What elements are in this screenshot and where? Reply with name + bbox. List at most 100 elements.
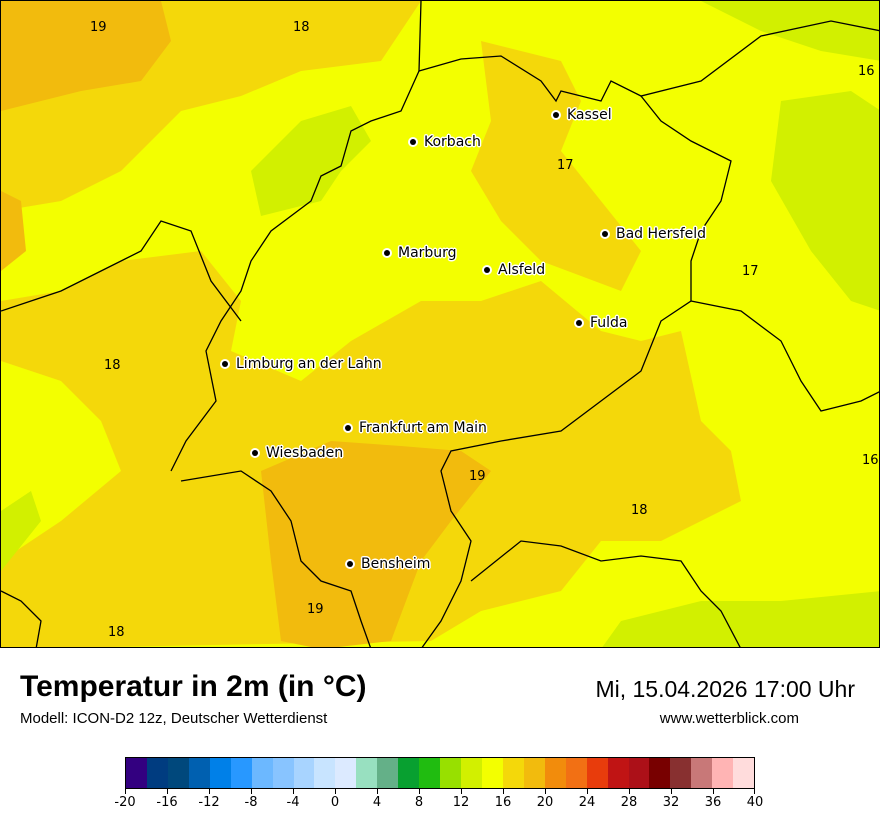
city-alsfeld: Alsfeld: [484, 262, 545, 278]
legend-tick: [251, 789, 252, 794]
border-south: [180, 470, 371, 647]
legend-tick: [335, 789, 336, 794]
city-korbach: Korbach: [410, 134, 481, 150]
legend-swatch: [126, 758, 147, 788]
legend-swatch: [293, 758, 315, 788]
legend-tick-label: 8: [414, 795, 424, 810]
region-18-20-north: [471, 41, 641, 291]
city-bensheim: Bensheim: [347, 556, 430, 572]
legend-swatch: [565, 758, 587, 788]
legend-tick-label: 20: [536, 795, 554, 810]
contour-label: 18: [104, 358, 121, 373]
legend-ticks: -20 -16 -12 -8 -4 0 4 8 12 16 20 24 28 32 36 40: [114, 789, 763, 819]
legend-tick: [629, 789, 630, 794]
legend-tick: [713, 789, 714, 794]
legend-swatch: [188, 758, 210, 788]
legend-swatch: [335, 758, 357, 788]
city-kassel: Kassel: [553, 107, 612, 123]
legend-swatch: [733, 758, 755, 788]
region-14-16-sauerland: [251, 106, 371, 216]
contour-label: 18: [293, 20, 310, 35]
border-north: [418, 1, 879, 103]
city-marburg: Marburg: [384, 245, 457, 261]
legend-swatch: [544, 758, 566, 788]
legend-tick: [545, 789, 546, 794]
legend-swatch: [377, 758, 399, 788]
border-east: [421, 95, 732, 647]
legend-tick: [587, 789, 588, 794]
legend-swatch: [461, 758, 482, 788]
border-sw-corner: [1, 590, 42, 647]
region-20-22-northwest: [1, 1, 171, 111]
region-14-16-west: [1, 491, 41, 571]
contour-label: 17: [742, 264, 759, 279]
legend-swatch: [209, 758, 231, 788]
contour-label: 16: [862, 453, 879, 468]
city-marker-icon: [484, 267, 490, 273]
temperature-field: [1, 1, 879, 647]
legend-tick: [503, 789, 504, 794]
legend-swatch: [440, 758, 461, 788]
legend-swatch: [502, 758, 524, 788]
legend-tick: [754, 789, 755, 794]
contour-label: 17: [557, 158, 574, 173]
legend-tick-label: 32: [662, 795, 680, 810]
legend-swatch: [607, 758, 629, 788]
legend-swatch: [167, 758, 189, 788]
legend-tick-label: 0: [330, 795, 340, 810]
legend-tick: [293, 789, 294, 794]
contour-label: 19: [307, 602, 324, 617]
legend-swatch: [272, 758, 294, 788]
legend-tick-label: 36: [704, 795, 722, 810]
region-14-16-northeast: [701, 1, 879, 61]
contour-label: 16: [858, 64, 875, 79]
region-20-22-west-edge: [1, 191, 26, 271]
border-south-east-bavaria: [470, 540, 741, 647]
legend-swatch: [628, 758, 650, 788]
city-fulda: Fulda: [576, 315, 628, 331]
legend-swatch: [419, 758, 441, 788]
city-marker-icon: [602, 231, 608, 237]
city-marker-icon: [576, 320, 582, 326]
legend-tick-label: -16: [156, 795, 178, 810]
city-marker-icon: [347, 561, 353, 567]
city-marker-icon: [410, 139, 416, 145]
region-14-16-southeast: [602, 591, 879, 647]
legend-tick: [377, 789, 378, 794]
city-marker-icon: [345, 425, 351, 431]
region-14-16-east: [771, 91, 879, 311]
legend-swatch: [523, 758, 545, 788]
color-scale-legend: [125, 757, 755, 789]
legend-tick-label: -4: [286, 795, 300, 810]
legend-tick-label: -20: [114, 795, 136, 810]
temperature-map: 19 18 16 17 17 18 16 19 18 19 18 Kassel …: [0, 0, 880, 648]
legend-tick: [461, 789, 462, 794]
region-20-22-rhine: [261, 441, 491, 647]
model-info: Modell: ICON-D2 12z, Deutscher Wetterdie…: [20, 710, 328, 727]
legend-swatch: [691, 758, 713, 788]
legend-swatch: [251, 758, 273, 788]
legend-swatch: [712, 758, 734, 788]
legend-swatch: [230, 758, 252, 788]
city-bad-hersfeld: Bad Hersfeld: [602, 226, 706, 242]
border-west: [1, 220, 242, 322]
legend-tick-label: 28: [620, 795, 638, 810]
border-nw: [170, 70, 420, 472]
legend-swatch: [146, 758, 168, 788]
border-southeast: [690, 300, 879, 412]
city-marker-icon: [222, 361, 228, 367]
legend-tick: [209, 789, 210, 794]
legend-tick: [125, 789, 126, 794]
contour-label: 18: [631, 503, 648, 518]
legend-swatch: [649, 758, 671, 788]
legend-tick: [419, 789, 420, 794]
legend-tick-label: -12: [198, 795, 220, 810]
city-marker-icon: [252, 450, 258, 456]
legend-tick-label: 4: [372, 795, 382, 810]
legend-swatch: [670, 758, 692, 788]
city-wiesbaden: Wiesbaden: [252, 445, 343, 461]
legend-tick-label: 40: [746, 795, 764, 810]
website-link[interactable]: www.wetterblick.com: [659, 710, 799, 727]
legend-tick-label: 24: [578, 795, 596, 810]
legend-swatch: [586, 758, 608, 788]
